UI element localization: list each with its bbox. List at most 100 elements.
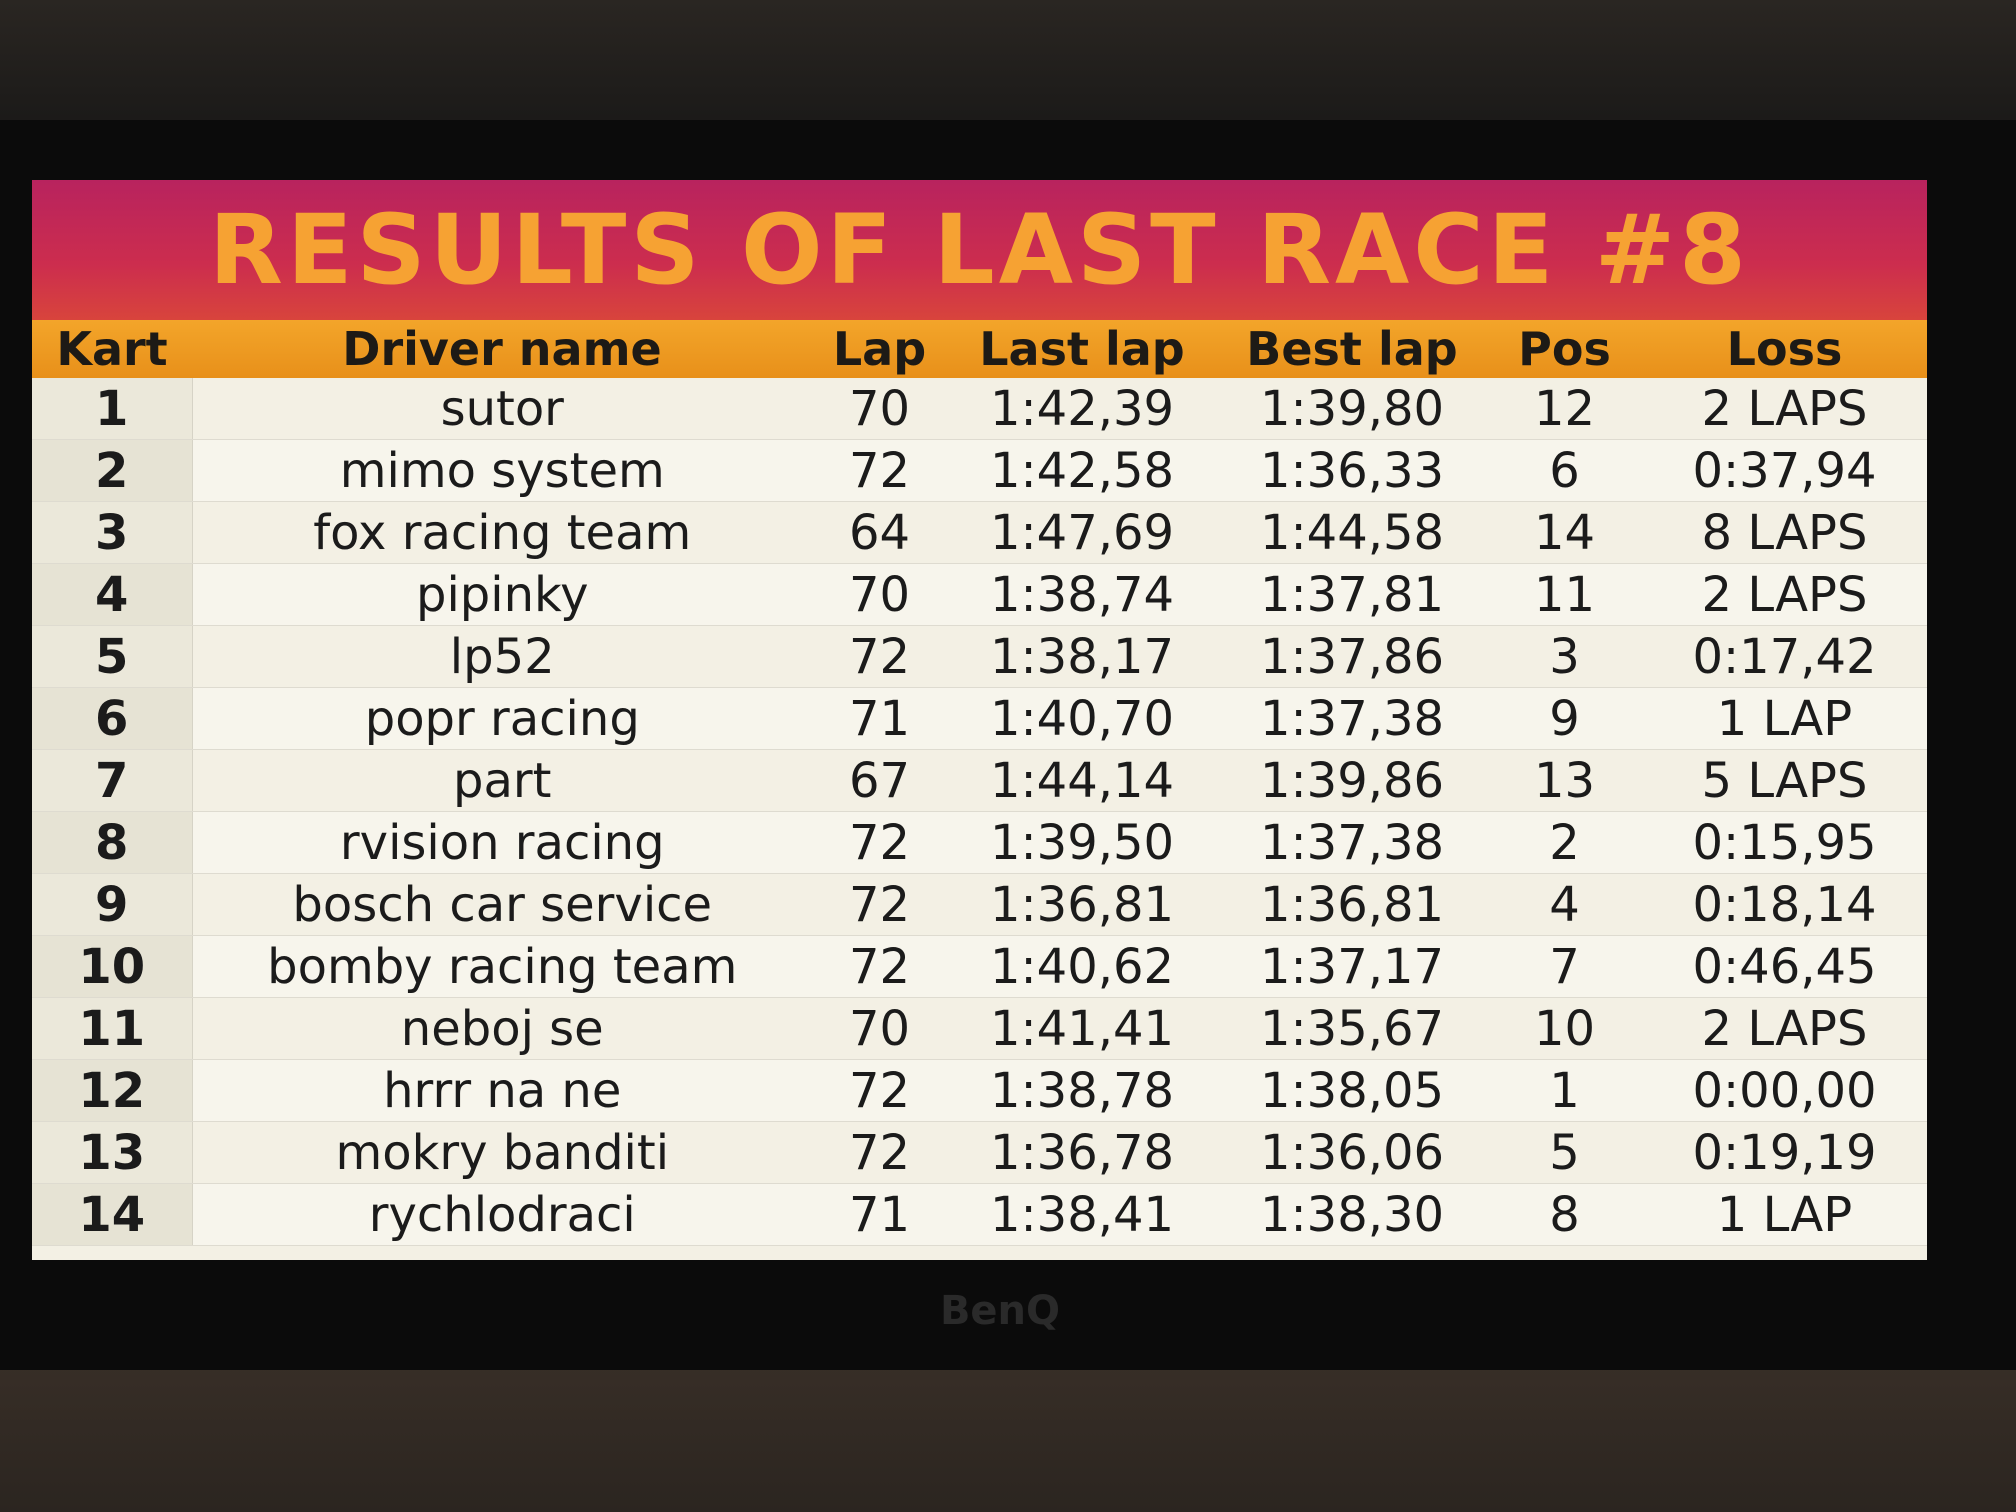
- cell: 5: [1487, 1121, 1642, 1184]
- cell: pipinky: [192, 563, 812, 626]
- cell: 6: [32, 687, 193, 750]
- cell: 1:36,06: [1217, 1121, 1487, 1184]
- cell: 1:38,41: [947, 1183, 1217, 1246]
- monitor-brand: BenQ: [939, 1288, 1061, 1334]
- column-header: Last lap: [947, 320, 1217, 378]
- cell: 1:38,74: [947, 563, 1217, 626]
- cell: 72: [812, 935, 947, 998]
- cell: 1:35,67: [1217, 997, 1487, 1060]
- cell: 1:38,30: [1217, 1183, 1487, 1246]
- cell: 0:17,42: [1642, 625, 1927, 688]
- cell: 1:36,33: [1217, 439, 1487, 502]
- cell: 1:41,41: [947, 997, 1217, 1060]
- cell: 0:19,19: [1642, 1121, 1927, 1184]
- cell: part: [192, 749, 812, 812]
- result-row: 13 mokry banditi 72 1:36,78 1:36,06 5 0:19,19: [32, 1121, 1927, 1184]
- cell: 70: [812, 378, 947, 440]
- cell: 1:39,50: [947, 811, 1217, 874]
- cell: 4: [32, 563, 193, 626]
- column-header: Kart: [32, 320, 192, 378]
- cell: 5 LAPS: [1642, 749, 1927, 812]
- screen: RESULTS OF LAST RACE #8 Kart Driver name L…: [32, 180, 1927, 1260]
- cell: 72: [812, 811, 947, 874]
- cell: 0:00,00: [1642, 1059, 1927, 1122]
- cell: neboj se: [192, 997, 812, 1060]
- cell: 12: [1487, 378, 1642, 440]
- result-row: 8 rvision racing 72 1:39,50 1:37,38 2 0:15,95: [32, 811, 1927, 874]
- cell: bomby racing team: [192, 935, 812, 998]
- cell: lp52: [192, 625, 812, 688]
- column-header: Driver name: [192, 320, 812, 378]
- cell: rvision racing: [192, 811, 812, 874]
- cell: 70: [812, 563, 947, 626]
- cell: fox racing team: [192, 501, 812, 564]
- cell: 1:36,78: [947, 1121, 1217, 1184]
- cell: 5: [32, 625, 193, 688]
- cell: mokry banditi: [192, 1121, 812, 1184]
- cell: 1:44,58: [1217, 501, 1487, 564]
- header-row: Kart Driver name Lap Last lap Best lap Pos Los…: [32, 320, 1927, 378]
- cell: 1:44,14: [947, 749, 1217, 812]
- cell: 1:42,58: [947, 439, 1217, 502]
- cell: 1:38,78: [947, 1059, 1217, 1122]
- result-row: 4 pipinky 70 1:38,74 1:37,81 11 2 LAPS: [32, 563, 1927, 626]
- results-table: Kart Driver name Lap Last lap Best lap Pos Los…: [32, 320, 1927, 1246]
- cell: 9: [1487, 687, 1642, 750]
- cell: 3: [32, 501, 193, 564]
- cell: 71: [812, 1183, 947, 1246]
- cell: 0:46,45: [1642, 935, 1927, 998]
- cell: 1:38,05: [1217, 1059, 1487, 1122]
- cell: hrrr na ne: [192, 1059, 812, 1122]
- column-header: Loss: [1642, 320, 1927, 378]
- cell: 72: [812, 873, 947, 936]
- cell: sutor: [192, 378, 812, 440]
- cell: 0:37,94: [1642, 439, 1927, 502]
- cell: 10: [1487, 997, 1642, 1060]
- cell: 64: [812, 501, 947, 564]
- cell: 10: [32, 935, 193, 998]
- cell: 12: [32, 1059, 193, 1122]
- result-row: 12 hrrr na ne 72 1:38,78 1:38,05 1 0:00,00: [32, 1059, 1927, 1122]
- cell: 7: [32, 749, 193, 812]
- cell: 2 LAPS: [1642, 997, 1927, 1060]
- cell: mimo system: [192, 439, 812, 502]
- result-row: 1 sutor 70 1:42,39 1:39,80 12 2 LAPS: [32, 378, 1927, 440]
- cell: 13: [1487, 749, 1642, 812]
- cell: 0:15,95: [1642, 811, 1927, 874]
- cell: 8 LAPS: [1642, 501, 1927, 564]
- cell: 6: [1487, 439, 1642, 502]
- cell: 1: [1487, 1059, 1642, 1122]
- cell: 72: [812, 625, 947, 688]
- column-header: Lap: [812, 320, 947, 378]
- cell: 8: [1487, 1183, 1642, 1246]
- column-header: Best lap: [1217, 320, 1487, 378]
- column-header: Pos: [1487, 320, 1642, 378]
- cell: 1:42,39: [947, 378, 1217, 440]
- cell: 4: [1487, 873, 1642, 936]
- cell: bosch car service: [192, 873, 812, 936]
- cell: 67: [812, 749, 947, 812]
- table-body: 1 sutor 70 1:42,39 1:39,80 12 2 LAPS 2 mimo syst…: [32, 378, 1927, 1246]
- cell: 1 LAP: [1642, 1183, 1927, 1246]
- cell: 1:36,81: [947, 873, 1217, 936]
- cell: 1:47,69: [947, 501, 1217, 564]
- cell: 2 LAPS: [1642, 378, 1927, 440]
- result-row: 9 bosch car service 72 1:36,81 1:36,81 4 0:18,…: [32, 873, 1927, 936]
- cell: 1:36,81: [1217, 873, 1487, 936]
- cell: 1:37,38: [1217, 811, 1487, 874]
- cell: 0:18,14: [1642, 873, 1927, 936]
- cell: 14: [32, 1183, 193, 1246]
- cell: 72: [812, 1121, 947, 1184]
- cell: 1:39,86: [1217, 749, 1487, 812]
- cell: rychlodraci: [192, 1183, 812, 1246]
- cell: 70: [812, 997, 947, 1060]
- cell: 2 LAPS: [1642, 563, 1927, 626]
- cell: 1:37,81: [1217, 563, 1487, 626]
- cell: 71: [812, 687, 947, 750]
- result-row: 7 part 67 1:44,14 1:39,86 13 5 LAPS: [32, 749, 1927, 812]
- result-row: 14 rychlodraci 71 1:38,41 1:38,30 8 1 LAP: [32, 1183, 1927, 1246]
- cell: 1:40,70: [947, 687, 1217, 750]
- cell: 14: [1487, 501, 1642, 564]
- cell: 2: [1487, 811, 1642, 874]
- cell: 1:37,38: [1217, 687, 1487, 750]
